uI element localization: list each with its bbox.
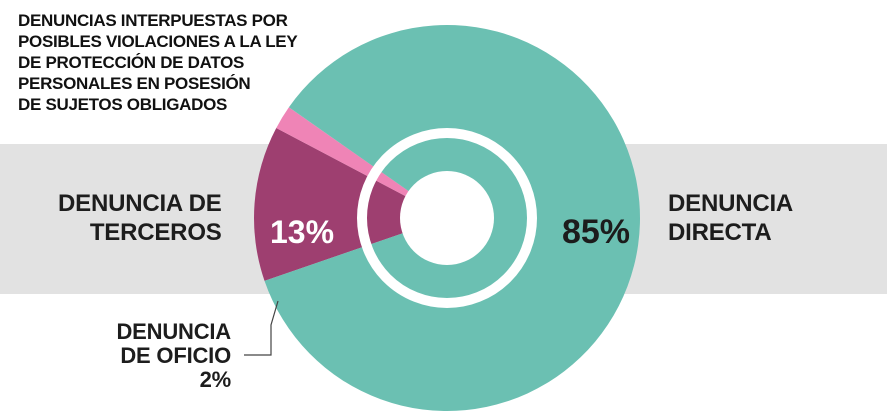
- slice-label-directa-line1: DENUNCIA: [668, 190, 794, 217]
- slice-label-oficio-line1: DENUNCIA: [116, 319, 231, 344]
- slice-label-directa: DENUNCIA DIRECTA: [668, 189, 793, 247]
- slice-label-terceros-line2: TERCEROS: [89, 219, 222, 246]
- slice-label-terceros: DENUNCIA DE TERCEROS: [58, 189, 222, 247]
- slice-label-oficio: DENUNCIA DE OFICIO 2%: [103, 320, 231, 392]
- slice-oficio: [276, 107, 447, 218]
- slice-label-oficio-value: 2%: [199, 367, 232, 392]
- slice-label-oficio-line2: DE OFICIO: [120, 343, 231, 368]
- chart-title: DENUNCIAS INTERPUESTAS POR POSIBLES VIOL…: [18, 11, 298, 114]
- slice-label-directa-line2: DIRECTA: [668, 219, 772, 246]
- center-hole: [400, 171, 494, 265]
- slice-terceros: [253, 127, 447, 281]
- inner-ring: [357, 128, 537, 308]
- slice-label-terceros-line1: DENUNCIA DE: [58, 190, 222, 217]
- data-label-terceros: 13%: [270, 214, 334, 250]
- oficio-leader-line: [244, 300, 279, 356]
- data-label-directa: 85%: [562, 213, 630, 251]
